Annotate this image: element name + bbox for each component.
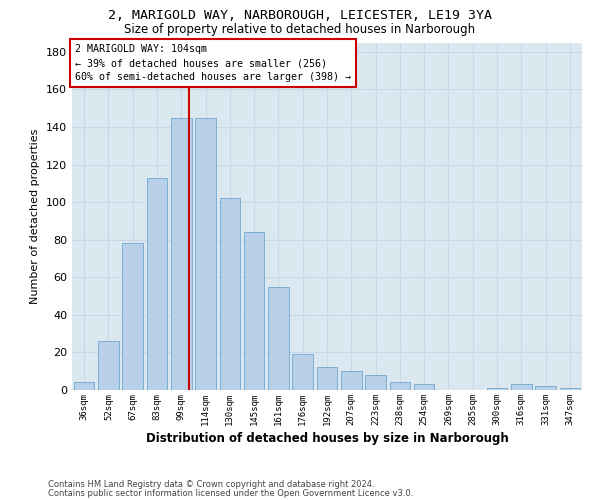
Bar <box>195 118 216 390</box>
Bar <box>74 382 94 390</box>
Text: Contains public sector information licensed under the Open Government Licence v3: Contains public sector information licen… <box>48 488 413 498</box>
Bar <box>220 198 240 390</box>
Y-axis label: Number of detached properties: Number of detached properties <box>31 128 40 304</box>
Bar <box>560 388 580 390</box>
Bar <box>146 178 167 390</box>
Bar <box>487 388 508 390</box>
Bar <box>268 286 289 390</box>
Bar <box>365 375 386 390</box>
Text: Contains HM Land Registry data © Crown copyright and database right 2024.: Contains HM Land Registry data © Crown c… <box>48 480 374 489</box>
Bar <box>389 382 410 390</box>
Bar <box>244 232 265 390</box>
Bar <box>317 368 337 390</box>
Bar <box>122 244 143 390</box>
Bar <box>171 118 191 390</box>
Bar <box>511 384 532 390</box>
Text: Size of property relative to detached houses in Narborough: Size of property relative to detached ho… <box>124 22 476 36</box>
Bar <box>414 384 434 390</box>
Bar <box>98 341 119 390</box>
Bar <box>292 354 313 390</box>
X-axis label: Distribution of detached houses by size in Narborough: Distribution of detached houses by size … <box>146 432 508 445</box>
Text: 2 MARIGOLD WAY: 104sqm
← 39% of detached houses are smaller (256)
60% of semi-de: 2 MARIGOLD WAY: 104sqm ← 39% of detached… <box>74 44 350 82</box>
Bar <box>535 386 556 390</box>
Text: 2, MARIGOLD WAY, NARBOROUGH, LEICESTER, LE19 3YA: 2, MARIGOLD WAY, NARBOROUGH, LEICESTER, … <box>108 9 492 22</box>
Bar <box>341 371 362 390</box>
